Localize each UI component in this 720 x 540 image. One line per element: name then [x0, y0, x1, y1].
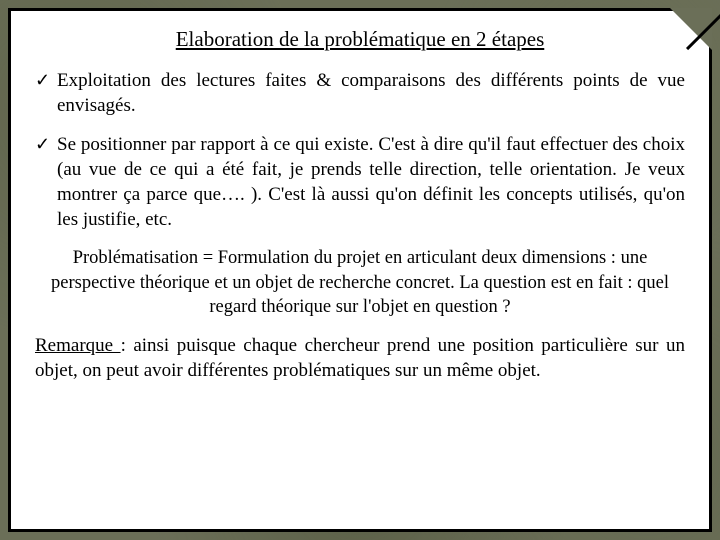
remark-paragraph: Remarque : ainsi puisque chaque chercheu…	[35, 333, 685, 383]
slide-card: Elaboration de la problématique en 2 éta…	[8, 8, 712, 532]
bullet-item: ✓ Exploitation des lectures faites & com…	[35, 68, 685, 118]
check-icon: ✓	[35, 68, 57, 118]
check-icon: ✓	[35, 132, 57, 232]
bullet-item: ✓ Se positionner par rapport à ce qui ex…	[35, 132, 685, 232]
slide-title: Elaboration de la problématique en 2 éta…	[35, 27, 685, 52]
remark-text: : ainsi puisque chaque chercheur prend u…	[35, 335, 685, 381]
summary-paragraph: Problématisation = Formulation du projet…	[39, 246, 681, 318]
remark-label: Remarque	[35, 335, 121, 356]
bullet-text: Exploitation des lectures faites & compa…	[57, 68, 685, 118]
bullet-text: Se positionner par rapport à ce qui exis…	[57, 132, 685, 232]
